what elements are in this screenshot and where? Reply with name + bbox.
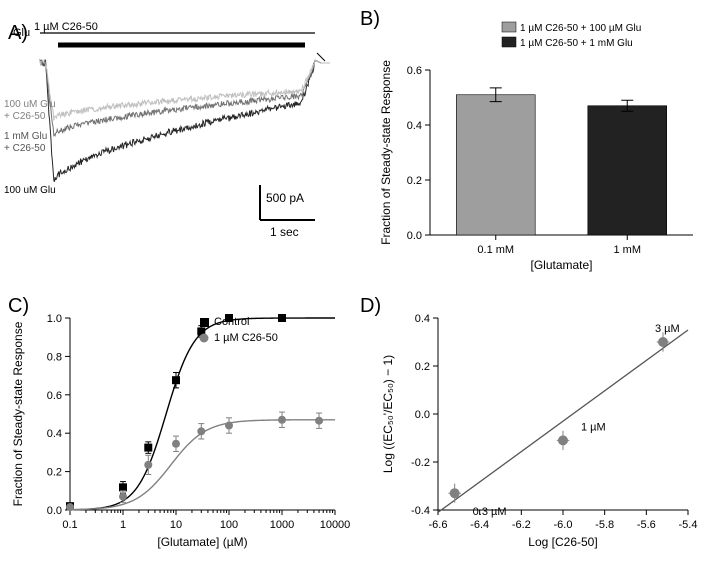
svg-text:0.6: 0.6 — [47, 390, 62, 402]
svg-text:-5.8: -5.8 — [595, 519, 614, 531]
svg-text:100 uM Glu: 100 uM Glu — [4, 185, 56, 196]
svg-text:0.3 µM: 0.3 µM — [473, 506, 507, 518]
svg-text:[Glutamate]: [Glutamate] — [530, 258, 592, 272]
svg-text:0.0: 0.0 — [407, 230, 422, 242]
svg-text:1 µM: 1 µM — [581, 421, 606, 433]
svg-text:100: 100 — [220, 519, 238, 531]
svg-text:0.4: 0.4 — [47, 428, 62, 440]
svg-text:10000: 10000 — [320, 519, 350, 531]
svg-text:1 sec: 1 sec — [270, 225, 299, 239]
svg-text:-6.2: -6.2 — [512, 519, 531, 531]
svg-text:0.6: 0.6 — [407, 65, 422, 77]
svg-text:500 pA: 500 pA — [266, 191, 304, 205]
svg-text:1 mM: 1 mM — [614, 244, 642, 256]
svg-text:1: 1 — [120, 519, 126, 531]
svg-text:-5.6: -5.6 — [637, 519, 656, 531]
svg-text:+ C26-50: + C26-50 — [4, 111, 46, 122]
svg-text:0.2: 0.2 — [407, 175, 422, 187]
svg-text:1.0: 1.0 — [47, 313, 62, 325]
panel-d-schild-plot: -0.4 -0.2 0.0 0.2 0.4 -6.6 -6.4 -6.2 -6.0 -5.8 -5.… — [368, 300, 703, 560]
svg-text:3 µM: 3 µM — [655, 323, 680, 335]
svg-text:+ C26-50: + C26-50 — [4, 143, 46, 154]
svg-text:Fraction of Steady-state Respo: Fraction of Steady-state Response — [11, 321, 25, 506]
svg-text:-6.6: -6.6 — [429, 519, 448, 531]
svg-text:100 uM Glu: 100 uM Glu — [4, 99, 56, 110]
svg-text:0.4: 0.4 — [407, 120, 422, 132]
svg-text:1 µM C26-50 + 100 µM Glu: 1 µM C26-50 + 100 µM Glu — [520, 23, 641, 34]
panel-a-traces: 1 µM C26-50Glu100 uM Glu+ C26-501 mM Glu… — [0, 15, 350, 275]
svg-text:Log ((EC₅₀'/EC₅₀) − 1): Log ((EC₅₀'/EC₅₀) − 1) — [381, 355, 395, 473]
svg-text:-6.4: -6.4 — [470, 519, 489, 531]
panel-b-bar-chart: 1 µM C26-50 + 100 µM Glu 1 µM C26-50 + 1 … — [368, 10, 703, 275]
panel-c-dose-response: 0.0 0.2 0.4 0.6 0.8 1.0 0.1 1 10 100 1000 10000 Cont… — [0, 300, 350, 560]
svg-text:0.8: 0.8 — [47, 351, 62, 363]
svg-text:1 µM C26-50: 1 µM C26-50 — [34, 21, 98, 33]
svg-text:0.0: 0.0 — [415, 409, 430, 421]
svg-text:1 mM Glu: 1 mM Glu — [4, 131, 47, 142]
svg-text:1 µM C26-50 + 1 mM Glu: 1 µM C26-50 + 1 mM Glu — [520, 38, 633, 49]
svg-text:0.2: 0.2 — [415, 361, 430, 373]
svg-text:Control: Control — [214, 316, 249, 328]
svg-text:-5.4: -5.4 — [679, 519, 698, 531]
svg-text:10: 10 — [170, 519, 182, 531]
svg-text:Glu: Glu — [13, 27, 30, 39]
svg-text:0.2: 0.2 — [47, 467, 62, 479]
svg-text:0.1: 0.1 — [62, 519, 77, 531]
svg-text:-6.0: -6.0 — [554, 519, 573, 531]
svg-text:0.0: 0.0 — [47, 505, 62, 517]
svg-text:Fraction of Steady-state Respo: Fraction of Steady-state Response — [379, 60, 393, 245]
svg-text:Log [C26-50]: Log [C26-50] — [528, 535, 597, 549]
svg-text:0.1 mM: 0.1 mM — [477, 244, 514, 256]
svg-text:[Glutamate] (µM): [Glutamate] (µM) — [157, 535, 247, 549]
svg-text:-0.2: -0.2 — [411, 457, 430, 469]
svg-text:1 µM C26-50: 1 µM C26-50 — [214, 332, 278, 344]
svg-text:0.4: 0.4 — [415, 313, 430, 325]
svg-text:1000: 1000 — [270, 519, 294, 531]
svg-text:-0.4: -0.4 — [411, 505, 430, 517]
